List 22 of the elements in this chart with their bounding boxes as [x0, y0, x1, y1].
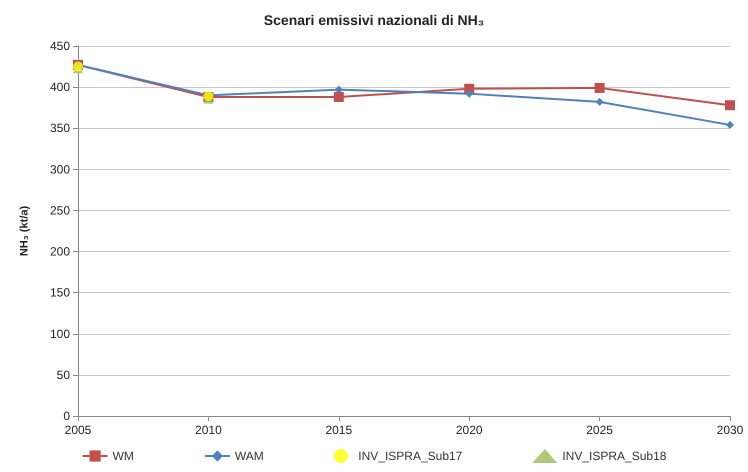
chart-title: Scenari emissivi nazionali di NH₃ — [264, 12, 484, 28]
y-tick-label: 50 — [56, 368, 70, 382]
y-tick-label: 300 — [50, 162, 70, 176]
y-tick-label: 0 — [63, 409, 70, 423]
legend-label: INV_ISPRA_Sub18 — [562, 449, 667, 463]
x-tick-label: 2015 — [325, 423, 352, 437]
y-tick-label: 250 — [50, 203, 70, 218]
x-tick-label: 2025 — [586, 423, 614, 437]
y-axis-title: NH₃ (kt/a) — [18, 206, 30, 256]
x-tick-label: 2020 — [456, 423, 483, 437]
x-tick-label: 2005 — [64, 423, 92, 437]
y-tick-label: 200 — [50, 244, 70, 259]
y-tick-label: 100 — [50, 326, 70, 341]
y-tick-label: 350 — [50, 121, 70, 136]
legend-label: WM — [112, 449, 134, 463]
legend-label: INV_ISPRA_Sub17 — [358, 449, 463, 463]
y-tick-label: 450 — [50, 39, 70, 53]
x-tick-label: 2010 — [195, 423, 222, 437]
y-tick-label: 150 — [50, 286, 70, 300]
x-tick-label: 2030 — [716, 423, 744, 437]
legend-label: WAM — [234, 449, 264, 463]
y-tick-label: 400 — [50, 80, 70, 94]
